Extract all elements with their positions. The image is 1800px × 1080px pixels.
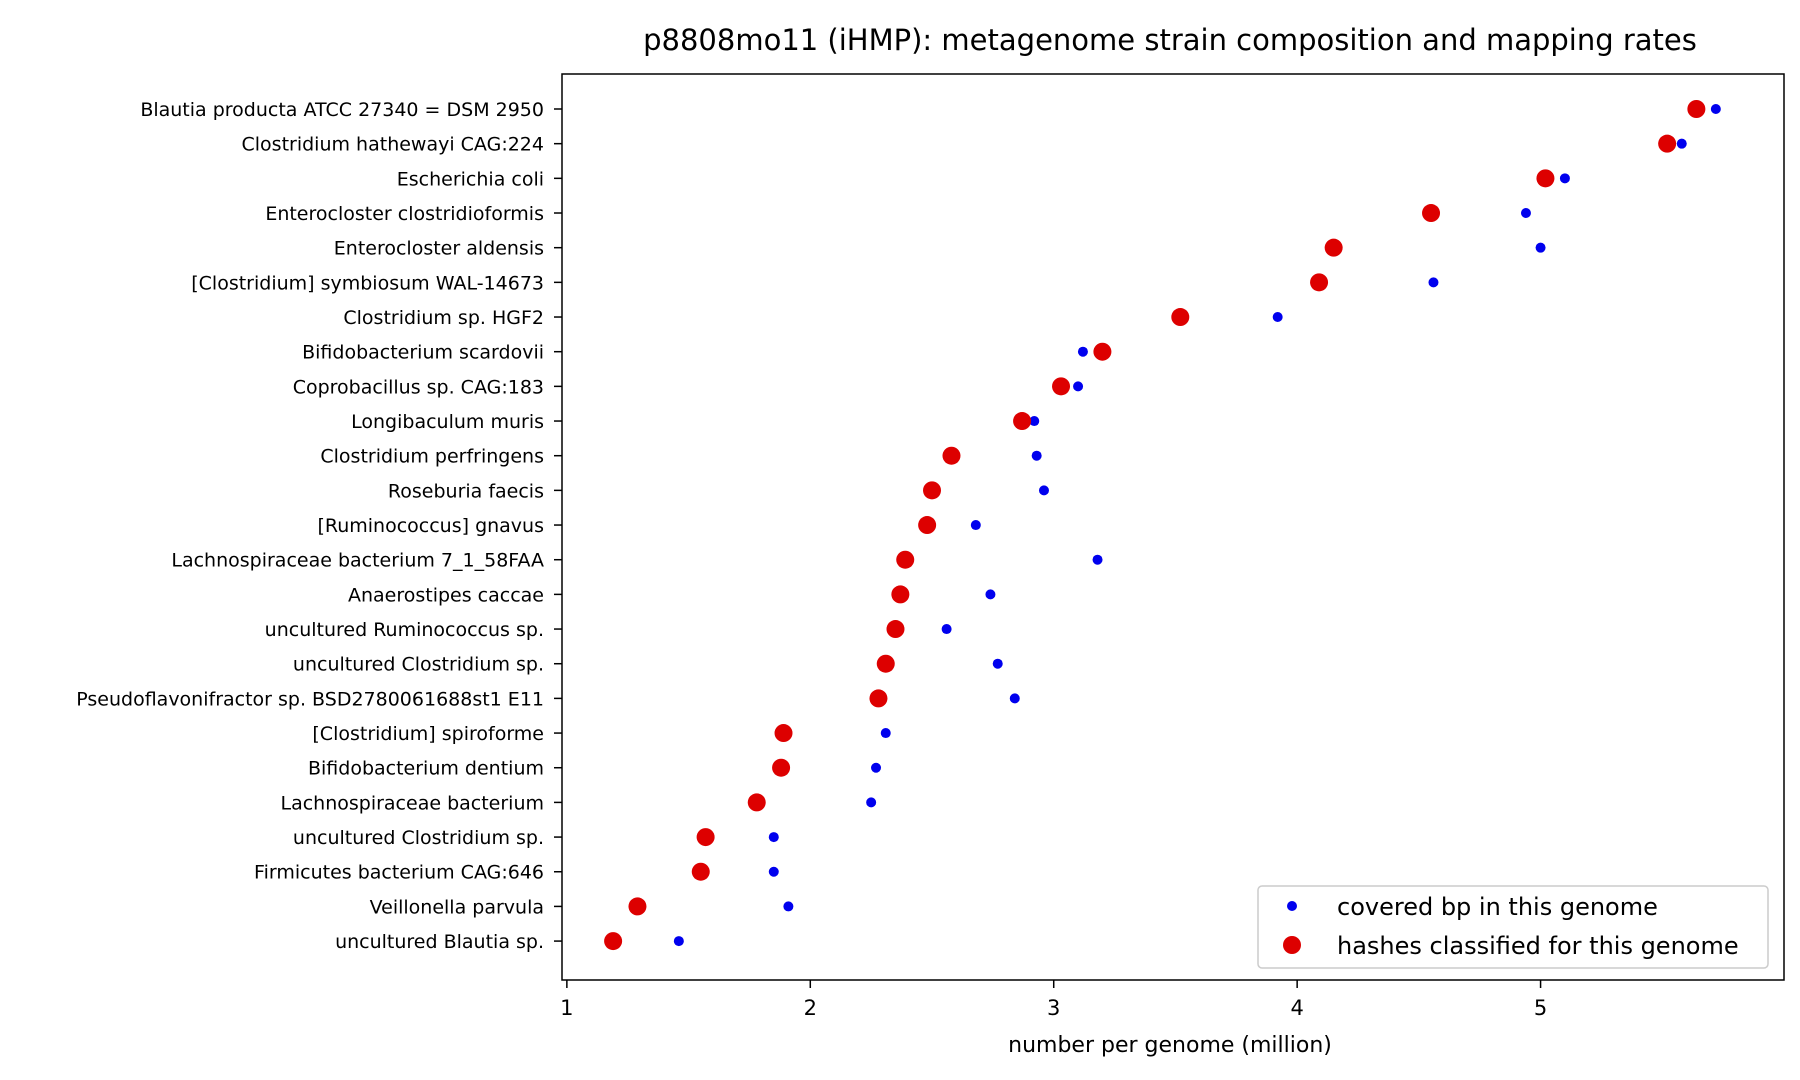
y-tick-label: Bifidobacterium scardovii <box>302 342 544 364</box>
point-hashes-classified <box>1324 238 1343 257</box>
y-tick-label: [Clostridium] spiroforme <box>312 723 544 745</box>
y-tick-label: Clostridium perfringens <box>320 446 544 468</box>
point-hashes-classified <box>891 585 910 604</box>
x-axis: 1 2 3 4 5 <box>560 980 1547 1020</box>
point-covered-bp <box>1520 208 1531 219</box>
point-hashes-classified <box>1422 204 1441 223</box>
legend-marker-covered-bp <box>1287 901 1297 911</box>
y-tick-label: [Ruminococcus] gnavus <box>317 515 544 537</box>
point-covered-bp <box>768 832 779 843</box>
y-axis-labels: Blautia producta ATCC 27340 = DSM 2950 Cl… <box>76 99 544 953</box>
point-covered-bp <box>1559 173 1570 184</box>
point-covered-bp <box>1038 485 1049 496</box>
point-covered-bp <box>1535 242 1546 253</box>
y-tick-label: Veillonella parvula <box>370 896 544 918</box>
x-tick-label: 5 <box>1534 996 1547 1020</box>
y-tick-label: Anaerostipes caccae <box>348 584 544 606</box>
point-covered-bp <box>866 797 877 808</box>
point-hashes-classified <box>896 550 915 569</box>
y-tick-label: Lachnospiraceae bacterium 7_1_58FAA <box>171 550 544 572</box>
point-hashes-classified <box>1658 134 1677 153</box>
y-tick-label: uncultured Blautia sp. <box>335 931 544 953</box>
point-covered-bp <box>783 901 794 912</box>
point-hashes-classified <box>747 793 766 812</box>
y-tick-label: Escherichia coli <box>397 168 544 190</box>
point-hashes-classified <box>1171 308 1190 327</box>
chart-title: p8808mo11 (iHMP): metagenome strain comp… <box>643 23 1697 57</box>
legend-label-covered-bp: covered bp in this genome <box>1337 893 1658 921</box>
point-hashes-classified <box>696 828 715 847</box>
point-covered-bp <box>871 762 882 773</box>
y-tick-label: Bifidobacterium dentium <box>308 758 544 780</box>
legend-label-hashes: hashes classified for this genome <box>1337 932 1739 960</box>
y-tick-label: Pseudoflavonifractor sp. BSD2780061688st… <box>76 688 544 710</box>
y-tick-label: Coprobacillus sp. CAG:183 <box>293 376 544 398</box>
point-covered-bp <box>1676 138 1687 149</box>
x-tick-label: 4 <box>1290 996 1303 1020</box>
point-covered-bp <box>1029 416 1040 427</box>
data-points <box>604 100 1721 951</box>
point-covered-bp <box>1272 312 1283 323</box>
plot-area <box>561 73 1785 981</box>
x-axis-label: number per genome (million) <box>1008 1033 1332 1058</box>
point-hashes-classified <box>1687 100 1706 118</box>
point-covered-bp <box>1710 104 1721 114</box>
point-hashes-classified <box>869 689 888 708</box>
point-covered-bp <box>1092 554 1103 565</box>
legend-box <box>1257 885 1769 969</box>
point-hashes-classified <box>1536 169 1555 188</box>
legend: covered bp in this genome hashes classif… <box>1257 885 1769 969</box>
x-tick-label: 3 <box>1047 996 1060 1020</box>
x-tick-label: 2 <box>804 996 817 1020</box>
point-covered-bp <box>1073 381 1084 392</box>
y-tick-label: [Clostridium] symbiosum WAL-14673 <box>191 272 544 294</box>
point-hashes-classified <box>886 620 905 639</box>
point-hashes-classified <box>1093 342 1112 361</box>
point-hashes-classified <box>604 932 623 951</box>
point-covered-bp <box>970 520 981 531</box>
point-covered-bp <box>1428 277 1439 288</box>
y-tick-label: uncultured Clostridium sp. <box>293 827 544 849</box>
y-tick-label: Firmicutes bacterium CAG:646 <box>254 862 544 884</box>
y-axis-ticks <box>554 108 562 942</box>
point-hashes-classified <box>1310 273 1329 292</box>
point-hashes-classified <box>772 758 791 777</box>
point-hashes-classified <box>942 446 961 465</box>
x-tick-label: 1 <box>560 996 573 1020</box>
point-covered-bp <box>1031 450 1042 461</box>
y-tick-label: uncultured Clostridium sp. <box>293 654 544 676</box>
y-tick-label: Roseburia faecis <box>388 480 544 502</box>
y-tick-label: Lachnospiraceae bacterium <box>280 792 544 814</box>
point-hashes-classified <box>628 897 647 916</box>
y-tick-label: Enterocloster clostridioformis <box>265 203 544 225</box>
point-covered-bp <box>992 658 1003 669</box>
point-covered-bp <box>985 589 996 600</box>
legend-marker-hashes <box>1283 936 1301 954</box>
point-covered-bp <box>880 728 891 739</box>
point-covered-bp <box>941 624 952 635</box>
y-tick-label: Enterocloster aldensis <box>334 238 544 260</box>
point-hashes-classified <box>1013 412 1032 431</box>
y-tick-label: Longibaculum muris <box>351 411 544 433</box>
y-tick-label: Blautia producta ATCC 27340 = DSM 2950 <box>140 99 544 121</box>
point-hashes-classified <box>923 481 942 500</box>
point-covered-bp <box>673 936 684 947</box>
point-covered-bp <box>768 866 779 877</box>
point-hashes-classified <box>1052 377 1071 396</box>
point-hashes-classified <box>691 862 710 881</box>
point-hashes-classified <box>876 654 895 673</box>
point-hashes-classified <box>774 724 793 743</box>
point-hashes-classified <box>918 516 937 535</box>
point-covered-bp <box>1009 693 1020 704</box>
y-tick-label: Clostridium sp. HGF2 <box>343 307 544 329</box>
y-tick-label: Clostridium hathewayi CAG:224 <box>242 134 544 156</box>
point-covered-bp <box>1077 346 1088 357</box>
y-tick-label: uncultured Ruminococcus sp. <box>265 619 544 641</box>
